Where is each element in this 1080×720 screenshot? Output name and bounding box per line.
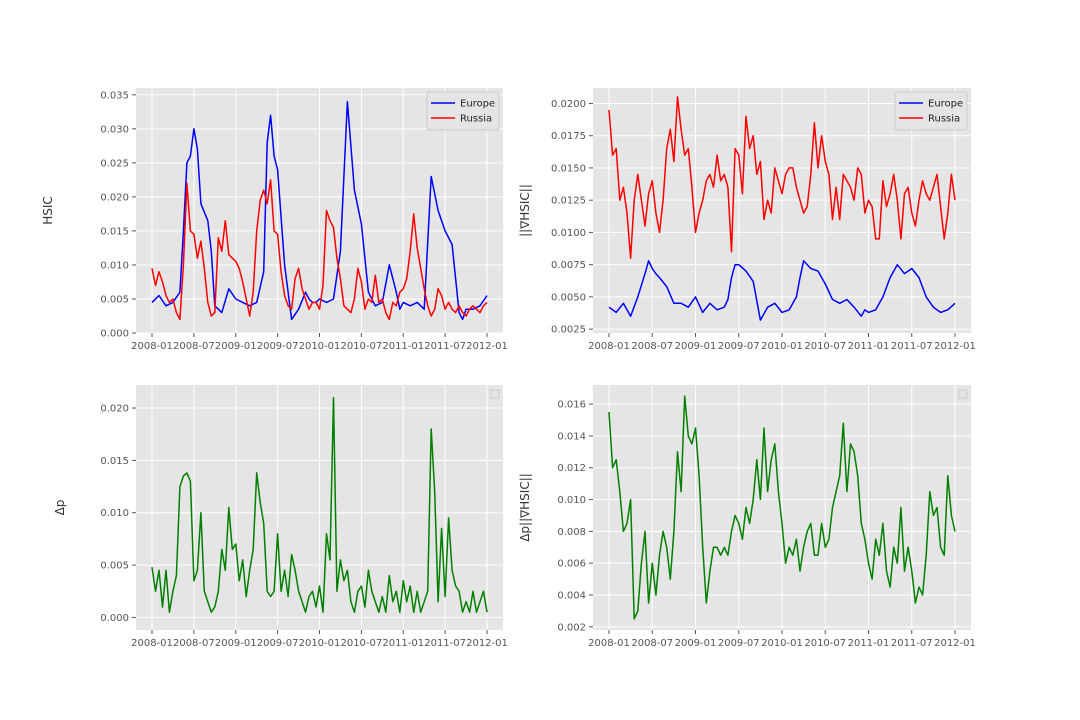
x-tick-label: 2008-01 — [131, 638, 173, 649]
x-tick-label: 2011-07 — [424, 341, 466, 352]
x-tick-label: 2008-07 — [173, 341, 215, 352]
x-tick-label: 2011-01 — [382, 638, 424, 649]
x-tick-label: 2008-07 — [631, 638, 673, 649]
y-tick-label: 0.020 — [100, 192, 129, 203]
x-tick-label: 2010-01 — [299, 638, 341, 649]
x-tick-label: 2008-01 — [588, 638, 630, 649]
series-line-europe — [151, 100, 488, 321]
y-tick-label: 0.008 — [557, 527, 586, 538]
y-tick-label: 0.0150 — [551, 163, 586, 174]
x-tick-label: 2008-07 — [631, 341, 673, 352]
y-tick-label: 0.002 — [557, 622, 586, 633]
y-tick-label: 0.010 — [100, 508, 129, 519]
series-line-russia — [151, 179, 488, 321]
y-tick-label: 0.006 — [557, 559, 586, 570]
series-line-europe — [608, 260, 956, 321]
legend-box — [426, 91, 500, 131]
y-axis-label: HSIC — [41, 196, 55, 225]
x-tick-label: 2012-01 — [934, 341, 976, 352]
legend-box-empty — [958, 389, 968, 399]
y-axis-label: Δp — [53, 500, 67, 516]
x-tick-label: 2009-07 — [718, 638, 760, 649]
y-tick-label: 0.000 — [100, 613, 129, 624]
y-tick-label: 0.020 — [100, 404, 129, 415]
x-tick-label: 2009-07 — [257, 341, 299, 352]
chart-panel-1: 0.000 0.005 0.010 0.015 0.020 0.025 0.030 0.035… — [41, 88, 508, 352]
x-tick-label: 2009-07 — [257, 638, 299, 649]
x-tick-label: 2008-07 — [173, 638, 215, 649]
y-axis-label: Δp||∇HSIC|| — [518, 473, 532, 542]
chart-panel-2: 0.0025 0.0050 0.0075 0.0100 0.0125 0.0150 0.01… — [518, 88, 976, 352]
y-tick-label: 0.0050 — [551, 292, 586, 303]
x-tick-label: 2011-01 — [382, 341, 424, 352]
x-tick-label: 2010-01 — [299, 341, 341, 352]
y-tick-label: 0.005 — [100, 561, 129, 572]
x-tick-label: 2010-07 — [340, 638, 382, 649]
y-tick-label: 0.014 — [557, 431, 586, 442]
series-line-series — [151, 396, 488, 613]
legend-box — [894, 91, 968, 131]
y-tick-label: 0.015 — [100, 226, 129, 237]
legend-entry: Russia — [460, 114, 492, 125]
y-tick-label: 0.025 — [100, 158, 129, 169]
y-tick-label: 0.016 — [557, 400, 586, 411]
x-tick-label: 2010-07 — [340, 341, 382, 352]
x-tick-label: 2012-01 — [466, 638, 508, 649]
x-tick-label: 2012-01 — [466, 341, 508, 352]
x-tick-label: 2009-01 — [675, 341, 717, 352]
y-tick-label: 0.0175 — [551, 131, 586, 142]
x-tick-label: 2011-01 — [848, 638, 890, 649]
x-tick-label: 2011-07 — [891, 638, 933, 649]
y-tick-label: 0.000 — [100, 329, 129, 340]
y-tick-label: 0.030 — [100, 124, 129, 135]
y-tick-label: 0.015 — [100, 456, 129, 467]
x-tick-label: 2009-01 — [675, 638, 717, 649]
y-tick-label: 0.0075 — [551, 260, 586, 271]
series-line-series — [608, 395, 956, 620]
y-axis-label: ||∇HSIC|| — [518, 184, 532, 237]
x-tick-label: 2010-07 — [804, 638, 846, 649]
x-tick-label: 2009-01 — [215, 341, 257, 352]
y-tick-label: 0.0125 — [551, 196, 586, 207]
y-tick-label: 0.012 — [557, 463, 586, 474]
legend-box-empty — [490, 389, 500, 399]
chart-panel-4: 0.002 0.004 0.006 0.008 0.010 0.012 0.014 0.016… — [518, 385, 976, 649]
x-tick-label: 2011-01 — [848, 341, 890, 352]
y-tick-label: 0.0025 — [551, 325, 586, 336]
legend-entry: Russia — [928, 114, 960, 125]
y-tick-label: 0.0200 — [551, 99, 586, 110]
y-tick-label: 0.010 — [100, 260, 129, 271]
x-tick-label: 2012-01 — [934, 638, 976, 649]
x-tick-label: 2008-01 — [131, 341, 173, 352]
x-tick-label: 2008-01 — [588, 341, 630, 352]
x-tick-label: 2010-01 — [761, 638, 803, 649]
legend: Europe Russia — [426, 91, 500, 131]
x-tick-label: 2009-01 — [215, 638, 257, 649]
x-tick-label: 2010-07 — [804, 341, 846, 352]
y-tick-label: 0.004 — [557, 591, 586, 602]
legend: Europe Russia — [894, 91, 968, 131]
x-tick-label: 2010-01 — [761, 341, 803, 352]
legend-entry: Europe — [460, 99, 495, 110]
x-tick-label: 2011-07 — [891, 341, 933, 352]
y-tick-label: 0.005 — [100, 294, 129, 305]
x-tick-label: 2011-07 — [424, 638, 466, 649]
y-tick-label: 0.0100 — [551, 228, 586, 239]
legend-entry: Europe — [928, 99, 963, 110]
x-tick-label: 2009-07 — [718, 341, 760, 352]
y-tick-label: 0.035 — [100, 90, 129, 101]
y-tick-label: 0.010 — [557, 495, 586, 506]
series-line-russia — [608, 96, 956, 259]
